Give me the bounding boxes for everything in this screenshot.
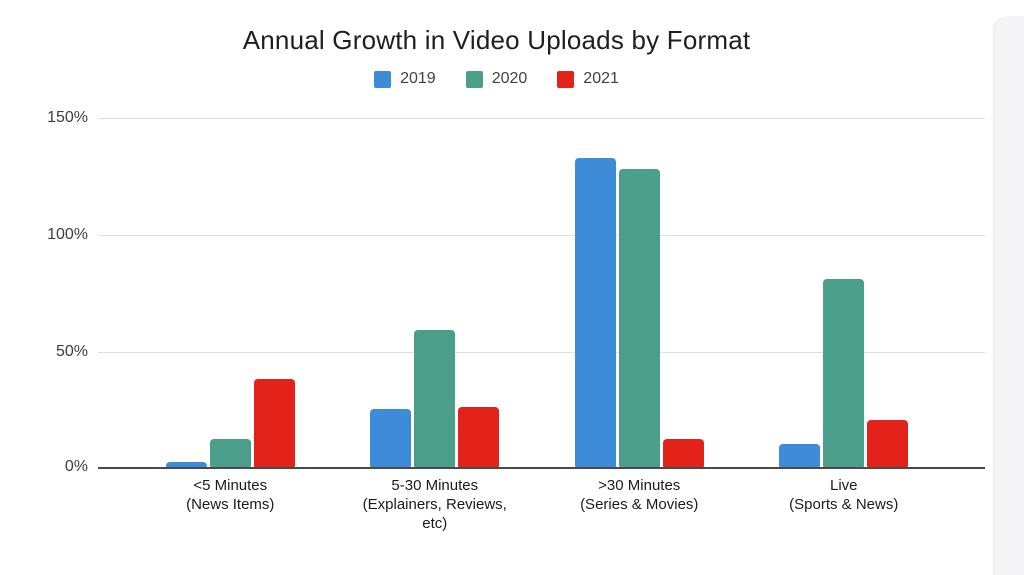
bar-group-3 <box>537 118 742 467</box>
x-axis-label-3: >30 Minutes (Series & Movies) <box>580 477 699 513</box>
x-axis-label-2: 5-30 Minutes (Explainers, Reviews, etc) <box>362 477 507 532</box>
legend-label-2019: 2019 <box>400 70 436 87</box>
y-tick-150: 150% <box>47 109 88 126</box>
bar-2020-group3 <box>618 169 660 467</box>
gridline-150 <box>98 118 985 119</box>
bar-2019-group4 <box>779 444 821 467</box>
bar-2020-group2 <box>414 330 456 467</box>
bar-2019-group3 <box>574 158 616 467</box>
bars-row <box>128 118 946 467</box>
chart-title: Annual Growth in Video Uploads by Format <box>242 25 751 55</box>
gridline-50 <box>98 352 985 353</box>
x-axis-labels: <5 Minutes (News Items) 5-30 Minutes (Exp… <box>128 476 946 533</box>
bar-group-1 <box>128 118 333 467</box>
legend-label-2020: 2020 <box>491 70 528 87</box>
y-tick-0: 0% <box>64 458 88 475</box>
legend-item-2019: 2019 <box>374 70 436 88</box>
bar-2021-group1 <box>253 379 295 467</box>
bar-2019-group2 <box>370 409 412 467</box>
gridline-100 <box>98 235 985 236</box>
bar-2021-group2 <box>458 407 500 467</box>
bar-2019-group1 <box>165 462 207 467</box>
legend-label-2021: 2021 <box>583 70 619 87</box>
bar-group-4 <box>742 118 947 467</box>
legend-swatch-2021 <box>557 70 575 88</box>
y-tick-50: 50% <box>55 343 88 360</box>
x-axis-line <box>98 467 985 469</box>
bar-2020-group1 <box>209 439 251 467</box>
y-tick-100: 100% <box>47 226 88 243</box>
bar-2021-group4 <box>867 420 909 467</box>
legend: 2019 2020 2021 <box>0 70 993 88</box>
legend-item-2021: 2021 <box>557 70 619 88</box>
x-axis-label-4: Live (Sports & News) <box>789 477 899 513</box>
bar-2021-group3 <box>662 439 704 467</box>
legend-swatch-2019 <box>374 70 392 88</box>
legend-item-2020: 2020 <box>465 70 528 88</box>
legend-swatch-2020 <box>465 70 483 88</box>
side-panel <box>993 16 1024 575</box>
x-axis-label-1: <5 Minutes (News Items) <box>186 477 275 513</box>
bar-group-2 <box>333 118 538 467</box>
bar-2020-group4 <box>823 279 865 467</box>
